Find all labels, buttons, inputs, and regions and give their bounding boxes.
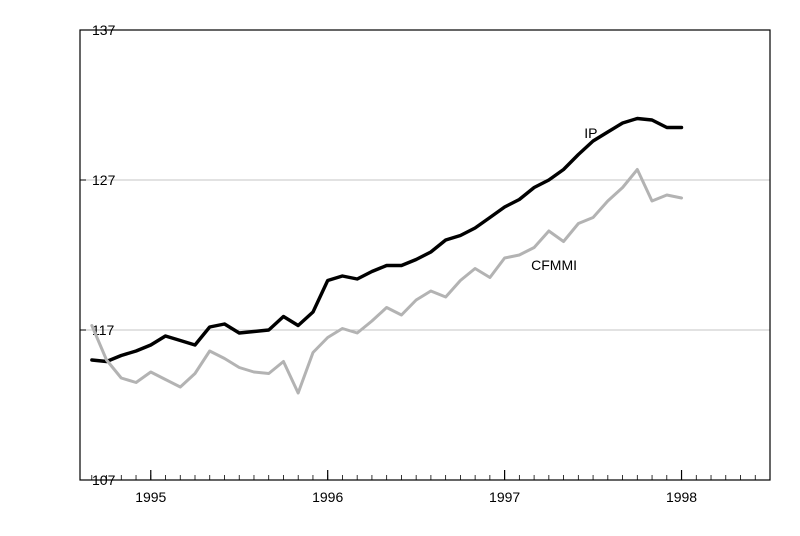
x-tick-label: 1998	[666, 489, 697, 505]
y-tick-label: 127	[92, 172, 116, 188]
x-tick-label: 1997	[489, 489, 520, 505]
series-label-cfmmi: CFMMI	[531, 257, 577, 273]
y-tick-label: 107	[92, 472, 116, 488]
x-tick-label: 1995	[135, 489, 166, 505]
x-tick-label: 1996	[312, 489, 343, 505]
series-label-ip: IP	[584, 125, 597, 141]
y-tick-label: 137	[92, 22, 116, 38]
line-chart: 1071171271371995199619971998IPCFMMI	[0, 0, 800, 536]
